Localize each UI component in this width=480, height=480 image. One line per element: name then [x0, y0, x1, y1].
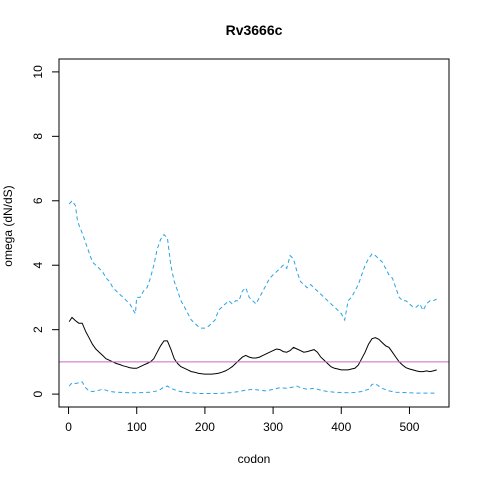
x-tick-label: 300: [263, 420, 283, 434]
y-tick-label: 6: [31, 197, 45, 204]
x-axis: 0 100 200 300 400 500: [65, 406, 420, 434]
series-line-3: [68, 381, 437, 394]
y-axis: 0 2 4 6 8 10: [31, 65, 60, 397]
y-axis-label: omega (dN/dS): [1, 185, 15, 266]
series-line-1: [68, 199, 437, 329]
y-tick-label: 0: [31, 390, 45, 397]
y-tick-label: 2: [31, 326, 45, 333]
x-axis-label: codon: [238, 452, 271, 466]
x-tick-label: 0: [65, 420, 72, 434]
y-tick-label: 8: [31, 133, 45, 140]
chart-title: Rv3666c: [226, 22, 283, 38]
x-tick-label: 500: [399, 420, 419, 434]
x-tick-label: 400: [331, 420, 351, 434]
y-tick-label: 10: [31, 65, 45, 79]
plot-frame: [58, 58, 450, 408]
x-tick-label: 200: [195, 420, 215, 434]
series-line-2: [68, 316, 437, 375]
x-tick-label: 100: [127, 420, 147, 434]
y-tick-label: 4: [31, 262, 45, 269]
series-layer: [68, 199, 437, 394]
